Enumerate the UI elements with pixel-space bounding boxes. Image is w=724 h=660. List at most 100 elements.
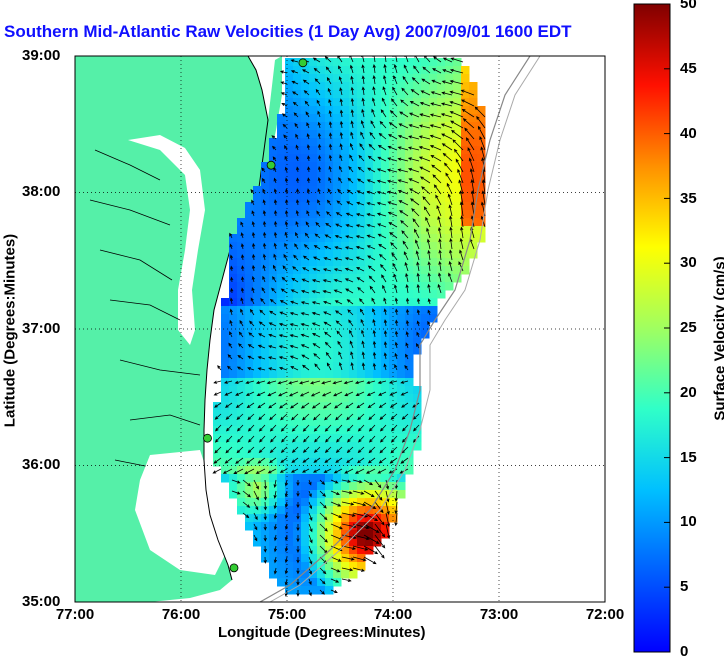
- velocity-cell: [285, 426, 294, 435]
- radar-station-marker: [267, 161, 275, 169]
- velocity-cell: [397, 330, 406, 339]
- velocity-cell: [341, 82, 350, 91]
- velocity-cell: [397, 402, 406, 411]
- velocity-cell: [349, 170, 358, 179]
- velocity-cell: [357, 322, 366, 331]
- velocity-cell: [301, 554, 310, 563]
- velocity-cell: [437, 170, 446, 179]
- velocity-cell: [397, 490, 406, 499]
- velocity-cell: [341, 114, 350, 123]
- velocity-cell: [325, 146, 334, 155]
- velocity-cell: [261, 186, 270, 195]
- velocity-cell: [349, 418, 358, 427]
- velocity-cell: [349, 106, 358, 115]
- x-axis-label: Longitude (Degrees:Minutes): [218, 624, 426, 641]
- velocity-cell: [397, 298, 406, 307]
- velocity-cell: [341, 146, 350, 155]
- velocity-cell: [341, 98, 350, 107]
- velocity-cell: [365, 82, 374, 91]
- velocity-cell: [285, 250, 294, 259]
- velocity-cell: [293, 466, 302, 475]
- velocity-cell: [261, 322, 270, 331]
- velocity-cell: [421, 138, 430, 147]
- velocity-cell: [365, 90, 374, 99]
- velocity-cell: [285, 474, 294, 483]
- radar-station-marker: [204, 434, 212, 442]
- velocity-cell: [413, 242, 422, 251]
- velocity-cell: [253, 282, 262, 291]
- velocity-cell: [309, 98, 318, 107]
- velocity-cell: [429, 282, 438, 291]
- velocity-cell: [469, 90, 478, 99]
- velocity-cell: [365, 530, 374, 539]
- velocity-cell: [341, 226, 350, 235]
- velocity-cell: [397, 266, 406, 275]
- velocity-cell: [397, 194, 406, 203]
- velocity-cell: [277, 218, 286, 227]
- velocity-cell: [341, 570, 350, 579]
- velocity-cell: [437, 290, 446, 299]
- velocity-cell: [405, 234, 414, 243]
- velocity-cell: [453, 66, 462, 75]
- velocity-cell: [381, 466, 390, 475]
- velocity-cell: [397, 322, 406, 331]
- velocity-cell: [381, 442, 390, 451]
- velocity-cell: [389, 114, 398, 123]
- velocity-cell: [341, 386, 350, 395]
- velocity-cell: [405, 394, 414, 403]
- velocity-cell: [365, 450, 374, 459]
- velocity-cell: [317, 58, 326, 67]
- velocity-cell: [405, 410, 414, 419]
- velocity-cell: [229, 346, 238, 355]
- velocity-cell: [309, 210, 318, 219]
- velocity-cell: [349, 162, 358, 171]
- velocity-cell: [253, 458, 262, 467]
- velocity-cell: [357, 146, 366, 155]
- velocity-cell: [373, 162, 382, 171]
- velocity-cell: [397, 370, 406, 379]
- velocity-cell: [253, 234, 262, 243]
- velocity-cell: [397, 290, 406, 299]
- velocity-cell: [333, 570, 342, 579]
- velocity-cell: [389, 370, 398, 379]
- velocity-cell: [317, 362, 326, 371]
- velocity-cell: [453, 202, 462, 211]
- velocity-cell: [293, 338, 302, 347]
- velocity-cell: [309, 106, 318, 115]
- velocity-cell: [221, 330, 230, 339]
- velocity-cell: [341, 362, 350, 371]
- velocity-cell: [341, 234, 350, 243]
- velocity-cell: [341, 482, 350, 491]
- velocity-cell: [349, 458, 358, 467]
- velocity-cell: [221, 386, 230, 395]
- velocity-cell: [309, 466, 318, 475]
- velocity-cell: [317, 322, 326, 331]
- velocity-cell: [357, 370, 366, 379]
- velocity-cell: [421, 242, 430, 251]
- velocity-cell: [301, 466, 310, 475]
- velocity-cell: [285, 466, 294, 475]
- colorbar-tick: 15: [680, 449, 697, 466]
- velocity-cell: [269, 186, 278, 195]
- velocity-cell: [309, 122, 318, 131]
- velocity-cell: [333, 370, 342, 379]
- velocity-cell: [221, 474, 230, 483]
- velocity-cell: [469, 226, 478, 235]
- velocity-cell: [229, 362, 238, 371]
- velocity-cell: [413, 266, 422, 275]
- velocity-cell: [381, 370, 390, 379]
- x-tick: 75:00: [268, 606, 306, 623]
- velocity-cell: [285, 330, 294, 339]
- velocity-cell: [357, 290, 366, 299]
- velocity-cell: [301, 314, 310, 323]
- velocity-cell: [365, 338, 374, 347]
- velocity-cell: [341, 370, 350, 379]
- velocity-cell: [261, 210, 270, 219]
- velocity-cell: [469, 122, 478, 131]
- velocity-cell: [277, 546, 286, 555]
- velocity-cell: [277, 394, 286, 403]
- velocity-cell: [333, 506, 342, 515]
- velocity-cell: [325, 530, 334, 539]
- velocity-cell: [245, 226, 254, 235]
- velocity-cell: [309, 562, 318, 571]
